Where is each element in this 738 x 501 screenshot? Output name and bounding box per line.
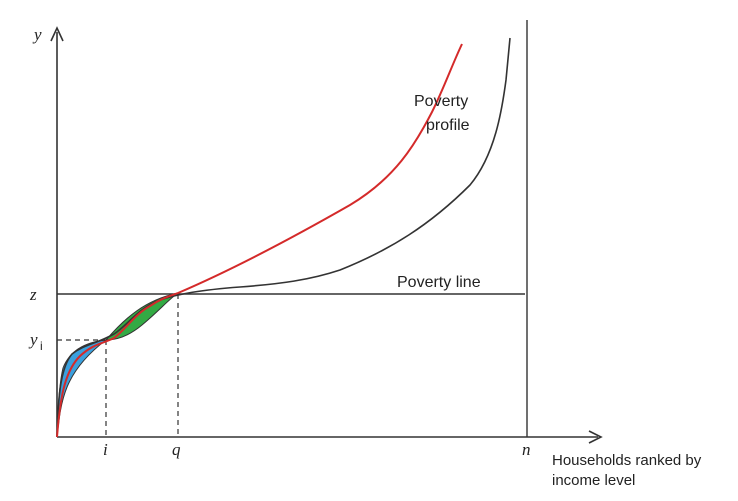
poverty-line-label: Poverty line [397, 274, 481, 291]
yi-tick-label: y [28, 330, 38, 349]
x-axis-caption: Households ranked by income level [552, 451, 732, 491]
q-tick-label: q [172, 440, 181, 459]
y-axis-arrowhead [50, 26, 64, 42]
new-poverty-profile-curve [56, 43, 463, 438]
original-poverty-profile-curve [56, 37, 511, 438]
i-tick-label: i [103, 440, 108, 459]
yi-tick-subscript: i [40, 339, 43, 353]
x-axis-caption-line1: Households ranked by [552, 452, 702, 469]
z-tick-label: z [29, 285, 37, 304]
poverty-profile-label-line1: Poverty [414, 93, 468, 110]
x-axis-arrowhead [588, 430, 603, 444]
y-axis-label: y [32, 25, 42, 44]
n-tick-label: n [522, 440, 531, 459]
poverty-profile-label-line2: profile [426, 117, 470, 134]
x-axis-caption-line2: income level [552, 472, 636, 489]
